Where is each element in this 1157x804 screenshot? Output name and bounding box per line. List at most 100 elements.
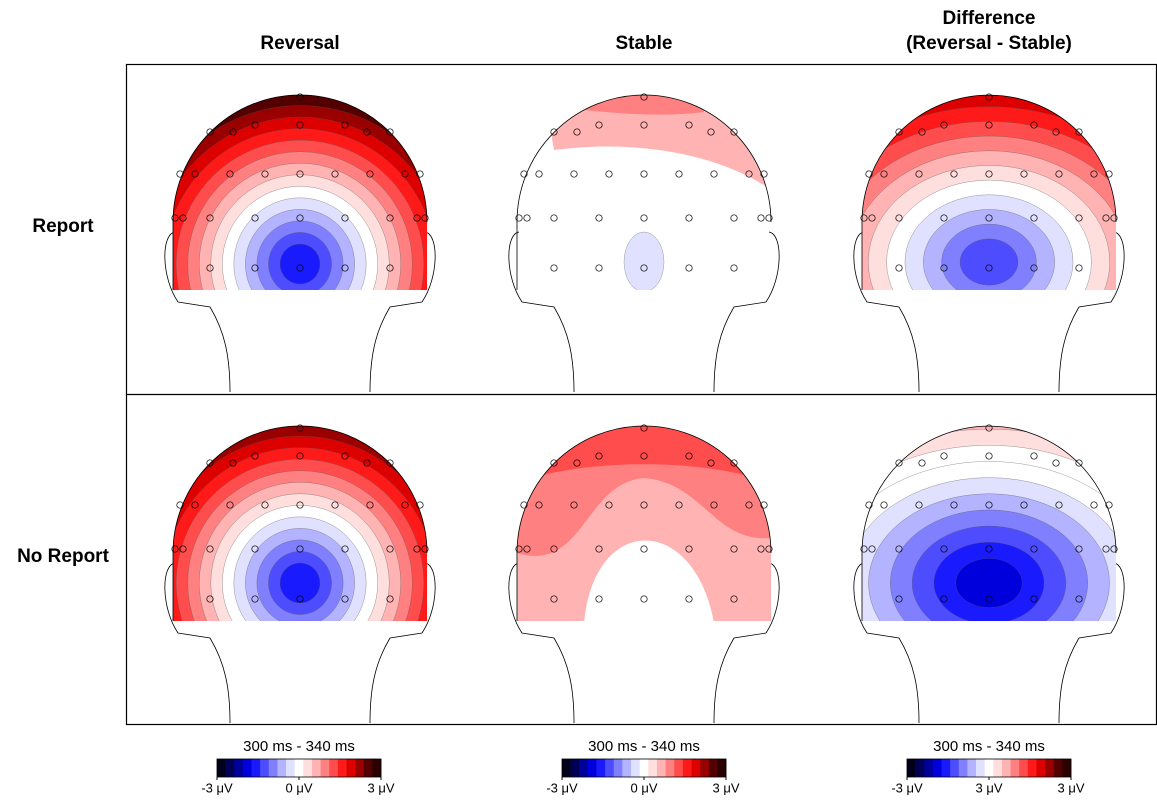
colorbar-cell: [1045, 759, 1054, 777]
colorbar-cell: [648, 759, 657, 777]
colorbar-cell: [950, 759, 959, 777]
colorbar-cell: [329, 759, 338, 777]
colorbar-cell: [985, 759, 994, 777]
contour: [280, 563, 320, 603]
colorbar-cell: [674, 759, 683, 777]
colorbar-cell: [1002, 759, 1011, 777]
electrode: [686, 265, 692, 271]
colorbar-cell: [622, 759, 631, 777]
colorbar-cell: [916, 759, 925, 777]
electrode: [536, 171, 542, 177]
colorbar-cell: [640, 759, 649, 777]
electrode: [676, 171, 682, 177]
contour: [280, 244, 320, 284]
colorbar-cell: [226, 759, 235, 777]
electrode: [571, 171, 577, 177]
electrode: [641, 215, 647, 221]
contour: [956, 558, 1023, 607]
colorbar-label: 3 μV: [975, 780, 1002, 795]
electrode: [551, 215, 557, 221]
column-title: Reversal: [260, 33, 339, 54]
colorbar-label: 3 μV: [1057, 780, 1084, 795]
colorbar-cell: [907, 759, 916, 777]
colorbar-cell: [614, 759, 623, 777]
colorbar-cell: [709, 759, 718, 777]
electrode: [641, 171, 647, 177]
electrode: [596, 215, 602, 221]
colorbar-cell: [277, 759, 286, 777]
colorbar-cell: [1036, 759, 1045, 777]
colorbar-cell: [346, 759, 355, 777]
colorbar-cell: [631, 759, 640, 777]
colorbar-cell: [260, 759, 269, 777]
column-subtitle: (Reversal - Stable): [906, 33, 1072, 54]
colorbar-label: 3 μV: [367, 780, 394, 795]
colorbar-cell: [364, 759, 373, 777]
colorbar-cell: [1062, 759, 1071, 777]
colorbar-cell: [355, 759, 364, 777]
colorbar-cell: [312, 759, 321, 777]
colorbar-cell: [683, 759, 692, 777]
colorbar-title: 300 ms - 340 ms: [933, 738, 1045, 755]
row-label: Report: [32, 216, 94, 237]
electrode: [596, 265, 602, 271]
colorbar-cell: [269, 759, 278, 777]
colorbar-cell: [700, 759, 709, 777]
colorbar-label: 0 μV: [285, 780, 312, 795]
colorbar-cell: [942, 759, 951, 777]
colorbar-cell: [252, 759, 261, 777]
column-title: Stable: [615, 33, 672, 54]
colorbar-cell: [571, 759, 580, 777]
figure: Reversal Stable Difference (Reversal - S…: [0, 0, 1157, 799]
colorbar-cell: [657, 759, 666, 777]
colorbar-cell: [243, 759, 252, 777]
colorbar-cell: [666, 759, 675, 777]
electrode: [524, 215, 530, 221]
colorbar-cell: [562, 759, 571, 777]
colorbar-cell: [338, 759, 347, 777]
colorbar-title: 300 ms - 340 ms: [588, 738, 700, 755]
colorbar-cell: [691, 759, 700, 777]
colorbar-cell: [933, 759, 942, 777]
colorbar-cell: [1054, 759, 1063, 777]
colorbar-cell: [321, 759, 330, 777]
colorbar-cell: [579, 759, 588, 777]
colorbar-cell: [717, 759, 726, 777]
topomap: [142, 95, 459, 422]
colorbar-cell: [597, 759, 606, 777]
topomap: [781, 426, 1157, 737]
colorbar-cell: [1019, 759, 1028, 777]
colorbar-cell: [605, 759, 614, 777]
colorbar-cell: [1011, 759, 1020, 777]
topomap: [142, 425, 459, 742]
colorbar-title: 300 ms - 340 ms: [243, 738, 355, 755]
colorbar-label: 3 μV: [712, 780, 739, 795]
colorbar-cell: [924, 759, 933, 777]
colorbar-cell: [976, 759, 985, 777]
contour: [624, 232, 664, 292]
colorbar-cell: [1028, 759, 1037, 777]
colorbar-label: 0 μV: [630, 780, 657, 795]
electrode: [731, 265, 737, 271]
colorbar-cell: [959, 759, 968, 777]
colorbar-cell: [588, 759, 597, 777]
topomap: [544, 92, 774, 292]
electrode: [711, 171, 717, 177]
electrode: [606, 171, 612, 177]
electrode: [686, 215, 692, 221]
electrode: [731, 215, 737, 221]
colorbar-cell: [295, 759, 304, 777]
colorbar-cell: [234, 759, 243, 777]
row-label: No Report: [17, 546, 110, 567]
colorbar-cell: [372, 759, 381, 777]
contour: [960, 239, 1018, 285]
colorbar-cell: [217, 759, 226, 777]
colorbar-cell: [286, 759, 295, 777]
colorbar-label: -3 μV: [546, 780, 578, 795]
colorbar-cell: [967, 759, 976, 777]
electrode: [551, 265, 557, 271]
topomap: [795, 95, 1157, 417]
colorbar-label: -3 μV: [891, 780, 923, 795]
colorbar-label: -3 μV: [201, 780, 233, 795]
column-title: Difference: [943, 8, 1036, 29]
